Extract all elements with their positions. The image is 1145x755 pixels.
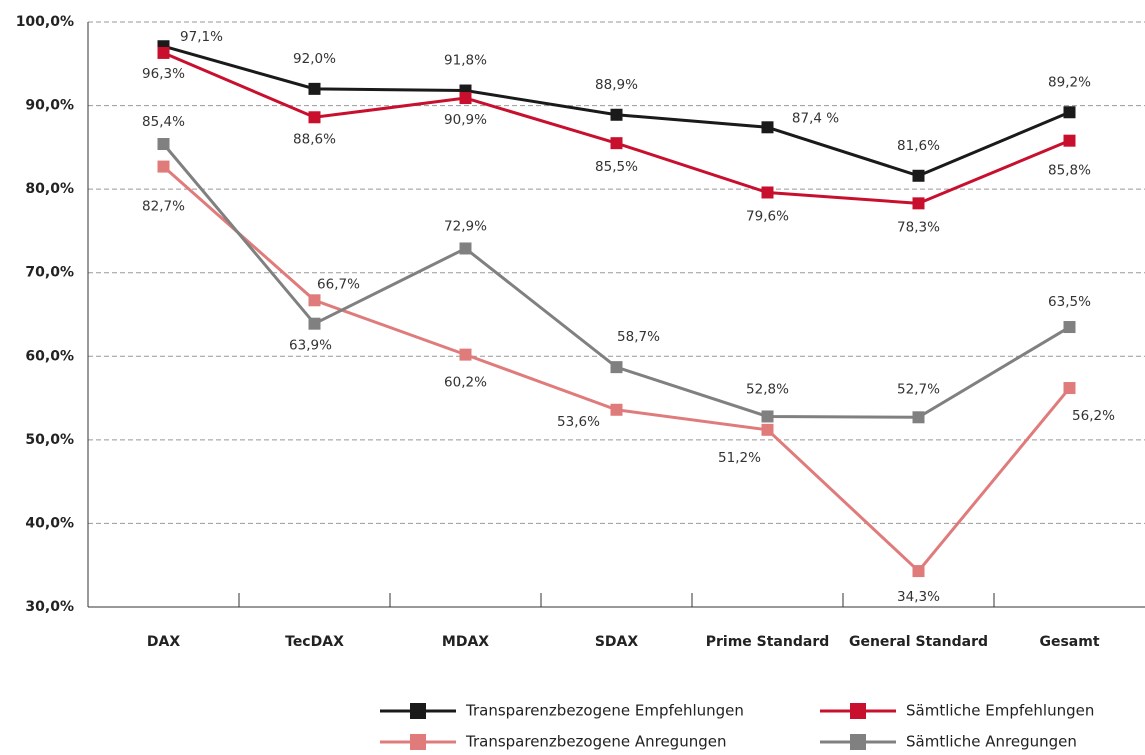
marker [912,565,925,578]
y-tick-label: 30,0% [25,599,74,615]
marker [610,137,623,150]
data-label: 82,7% [142,199,185,215]
y-tick-label: 50,0% [25,432,74,448]
marker [912,169,925,182]
marker [610,361,623,374]
marker [308,82,321,95]
legend-marker [410,703,426,719]
data-label: 87,4 % [792,110,839,126]
data-label: 58,7% [617,329,660,345]
marker [308,111,321,124]
legend-label: Sämtliche Anregungen [906,733,1077,751]
data-label: 52,8% [746,381,789,397]
data-label: 79,6% [746,208,789,224]
data-label: 53,6% [557,414,600,430]
series-line [162,143,1071,419]
data-label: 88,6% [293,131,336,147]
legend-marker [850,703,866,719]
data-label: 85,4% [142,114,185,130]
marker [157,46,170,59]
marker [1063,106,1076,119]
y-tick-label: 40,0% [25,515,74,531]
legend-label: Sämtliche Empfehlungen [906,702,1094,720]
marker [459,242,472,255]
x-tick-label: General Standard [849,634,988,650]
data-label: 96,3% [142,66,185,82]
legend-marker [850,734,866,750]
marker [459,92,472,105]
data-label: 91,8% [444,53,487,69]
x-tick-label: DAX [147,634,180,650]
data-label: 92,0% [293,51,336,67]
x-tick-label: TecDAX [285,634,344,650]
data-label: 72,9% [444,218,487,234]
marker [912,197,925,210]
data-label: 51,2% [718,450,761,466]
y-tick-label: 60,0% [25,348,74,364]
data-label: 88,9% [595,77,638,93]
data-label: 90,9% [444,112,487,128]
data-label: 85,5% [595,159,638,175]
marker [157,138,170,151]
marker [761,410,774,423]
legend-item: Transparenzbezogene Anregungen [380,733,726,751]
marker [610,108,623,121]
marker [761,121,774,134]
legend-item: Transparenzbezogene Empfehlungen [380,702,744,720]
data-label: 52,7% [897,381,940,397]
y-tick-label: 80,0% [25,181,74,197]
marker [1063,134,1076,147]
x-tick-label: SDAX [595,634,639,650]
legend-item: Sämtliche Anregungen [820,733,1077,751]
data-label: 66,7% [317,276,360,292]
data-label: 78,3% [897,219,940,235]
marker [308,294,321,307]
data-label: 34,3% [897,589,940,605]
data-label: 63,5% [1048,294,1091,310]
data-label: 56,2% [1072,408,1115,424]
y-tick-label: 100,0% [16,14,74,30]
marker [912,411,925,424]
legend-marker [410,734,426,750]
x-tick-label: MDAX [442,634,489,650]
marker [157,160,170,173]
data-label: 60,2% [444,375,487,391]
legend-item: Sämtliche Empfehlungen [820,702,1094,720]
data-label: 81,6% [897,138,940,154]
marker [459,348,472,361]
marker [610,403,623,416]
marker [761,423,774,436]
legend-label: Transparenzbezogene Empfehlungen [465,702,744,720]
data-label: 63,9% [289,338,332,354]
x-tick-label: Gesamt [1039,634,1099,650]
marker [761,186,774,199]
marker [1063,382,1076,395]
legend-label: Transparenzbezogene Anregungen [465,733,726,751]
x-tick-label: Prime Standard [706,634,830,650]
data-label: 97,1% [180,29,223,45]
data-label: 89,2% [1048,74,1091,90]
y-tick-label: 70,0% [25,265,74,281]
series-line [162,51,1071,205]
marker [1063,321,1076,334]
data-label: 85,8% [1048,163,1091,179]
y-tick-label: 90,0% [25,98,74,114]
marker [308,317,321,330]
